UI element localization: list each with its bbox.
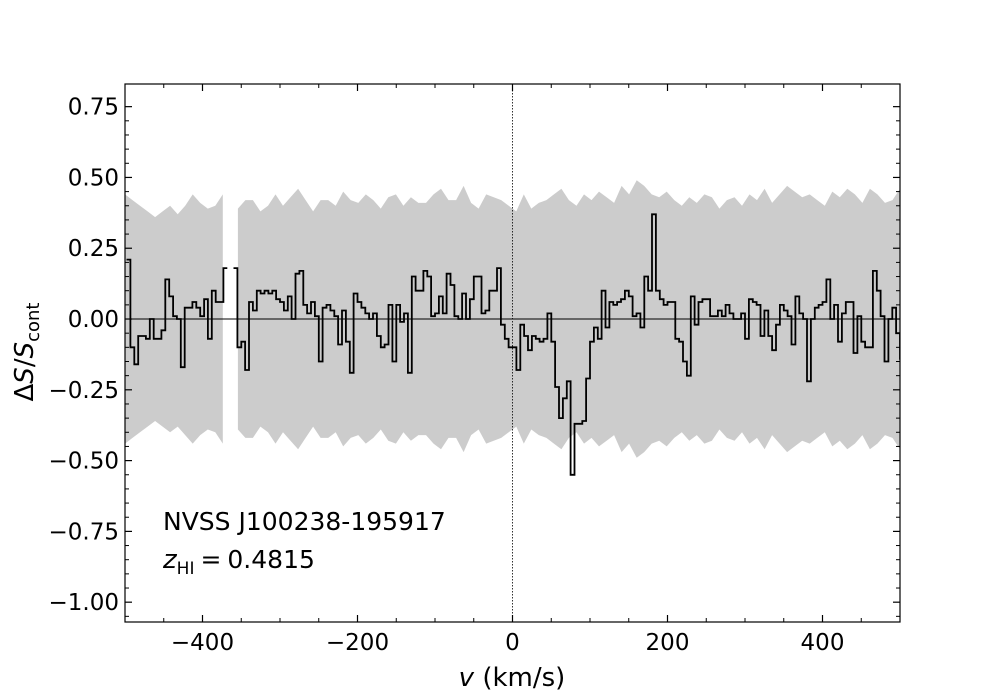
axes: −400 −200 0 200 400 0.75 0.50 0.25 0.00 −0.25 −0.5… (49, 83, 901, 656)
redshift-label: zHI = 0.4815 (162, 545, 315, 579)
y-tick-label: −0.50 (49, 449, 119, 475)
spectrum-line-0 (126, 258, 228, 369)
redshift-value: 0.4815 (227, 545, 314, 574)
source-annotation: NVSS J100238-195917 zHI = 0.4815 (162, 507, 446, 579)
spectrum-line-1 (233, 213, 900, 476)
x-axis-symbol: v (459, 663, 475, 693)
x-tick-label: 400 (801, 630, 845, 656)
y-axis-numerator: S (10, 367, 40, 384)
y-axis-label: ΔS/Scont (10, 303, 44, 402)
y-tick-label: −0.25 (49, 378, 119, 404)
x-tick-label: −400 (171, 630, 234, 656)
y-axis-delta: Δ (10, 383, 40, 401)
redshift-subscript: HI (177, 559, 195, 579)
y-tick-label: −1.00 (49, 590, 119, 616)
x-tick-label: 200 (646, 630, 690, 656)
x-tick-label: −200 (326, 630, 389, 656)
y-tick-label: 0.25 (68, 236, 119, 262)
y-tick-label: 0.75 (68, 95, 119, 121)
y-tick-label: 0.50 (68, 165, 119, 191)
redshift-symbol: z (162, 545, 178, 575)
y-tick-label: −0.75 (49, 519, 119, 545)
y-axis-denominator: S (10, 342, 40, 359)
plot-content (125, 84, 900, 622)
x-axis-label: v (km/s) (459, 663, 566, 693)
y-tick-label: 0.00 (68, 307, 119, 333)
redshift-equals: = (200, 545, 221, 574)
x-axis-unit: (km/s) (474, 663, 565, 693)
y-axis-slash: / (10, 358, 40, 367)
source-label: NVSS J100238-195917 (163, 507, 446, 536)
masked-channels (227, 84, 234, 622)
x-tick-label: 0 (505, 630, 520, 656)
plot-area (125, 84, 900, 622)
y-axis-subscript: cont (23, 303, 44, 342)
